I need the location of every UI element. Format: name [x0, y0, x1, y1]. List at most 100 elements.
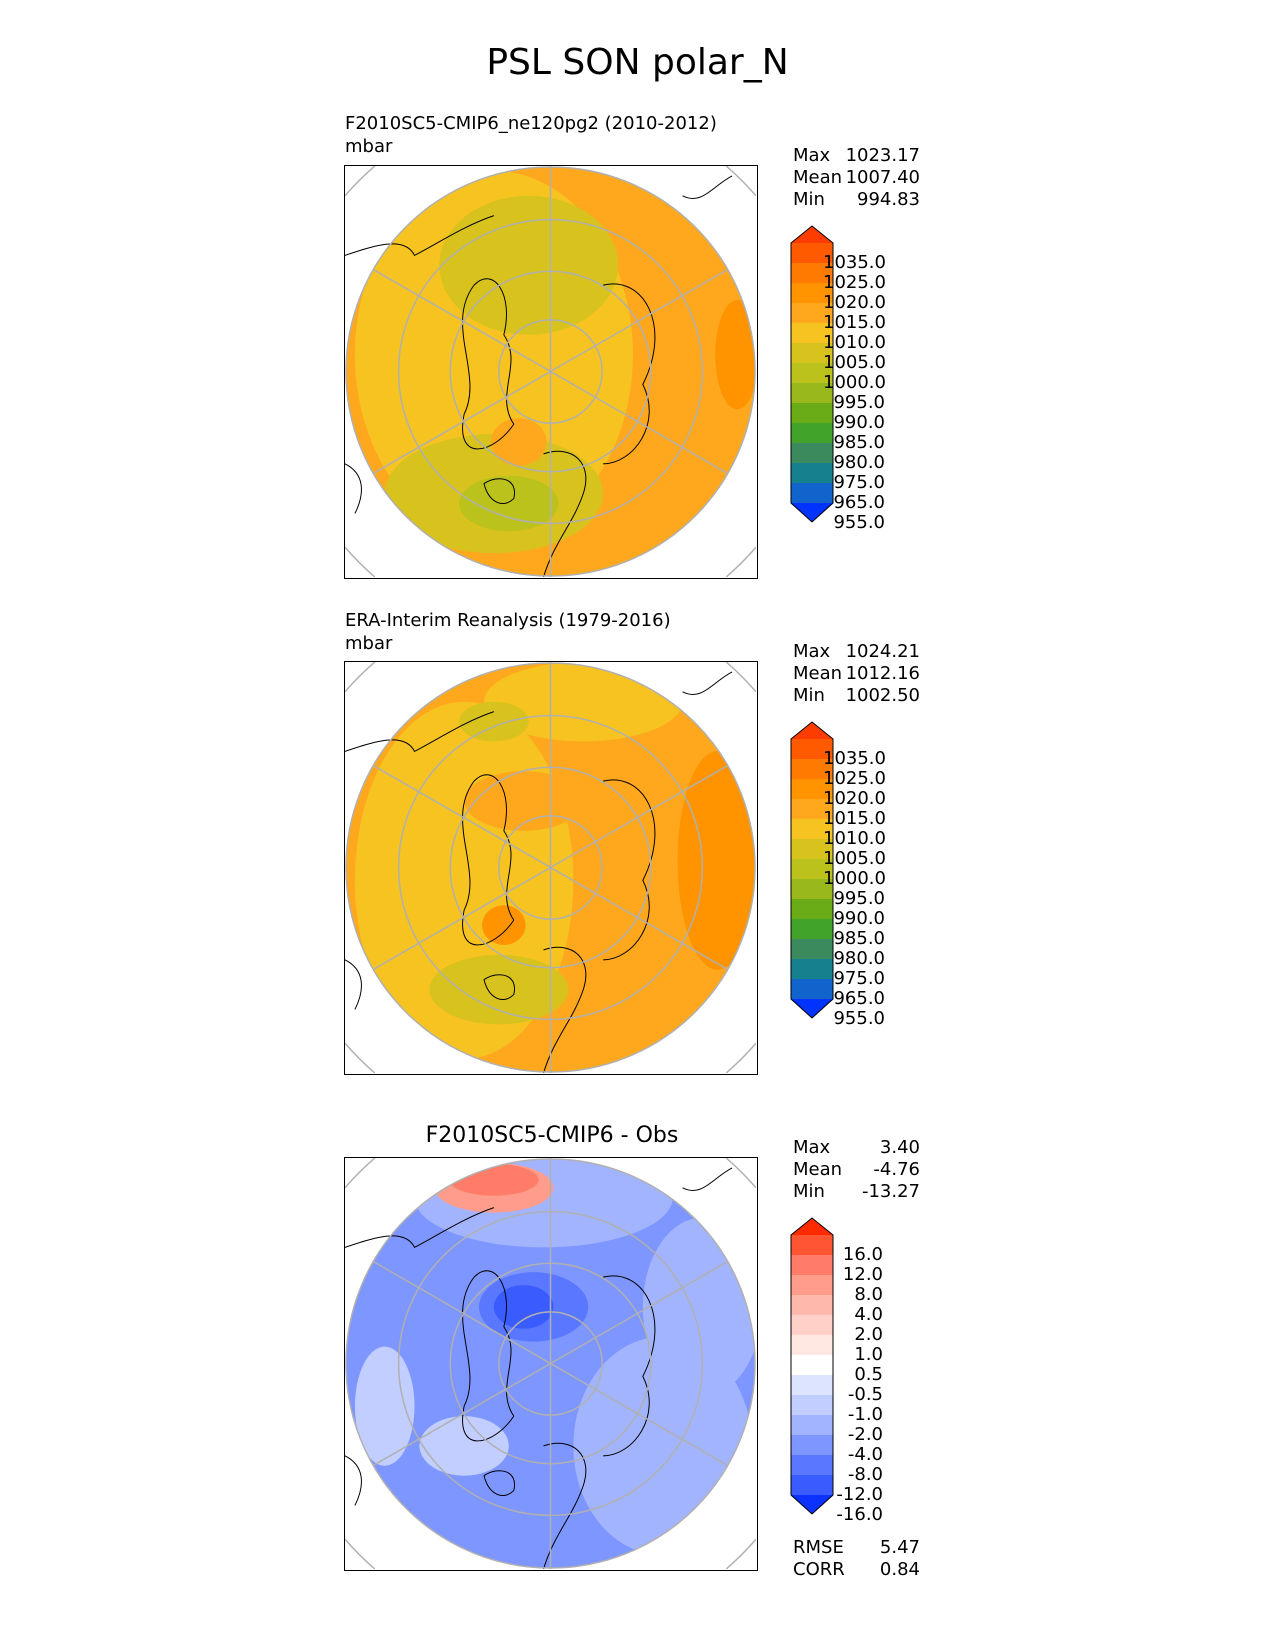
colorbar-tick-label: 975.0 — [833, 968, 885, 989]
colorbar-segment — [791, 323, 833, 344]
colorbar-segment — [791, 463, 833, 484]
diff-coastlines — [345, 1167, 733, 1569]
mean-value: 1007.40 — [845, 167, 920, 188]
diff-map — [344, 1157, 758, 1571]
colorbar-tick-label: 1005.0 — [823, 352, 886, 373]
colorbar-tick-label: -4.0 — [847, 1444, 883, 1465]
colorbar-tick-label: 1020.0 — [823, 292, 886, 313]
colorbar-tick-label: 1005.0 — [823, 848, 886, 869]
colorbar-tick-label: 4.0 — [854, 1304, 883, 1325]
colorbar-segment — [791, 979, 833, 1000]
colorbar-tick-label: 1025.0 — [823, 272, 886, 293]
colorbar-tick-label: 1010.0 — [823, 332, 886, 353]
colorbar-outline — [790, 721, 834, 1019]
colorbar-tick-label: 955.0 — [833, 1008, 885, 1029]
colorbar-tick-label: 985.0 — [833, 928, 885, 949]
colorbar-tick-label: 975.0 — [833, 472, 885, 493]
diff-title: F2010SC5-CMIP6 - Obs — [425, 1123, 679, 1148]
colorbar-segment — [791, 1435, 833, 1456]
rmse-value: 5.47 — [879, 1537, 920, 1558]
colorbar-segment — [791, 443, 833, 464]
colorbar-tick-label: 1.0 — [854, 1344, 883, 1365]
colorbar-tick-label: 1020.0 — [823, 788, 886, 809]
colorbar-segment — [791, 283, 833, 304]
ref-colorbar — [790, 721, 834, 1019]
colorbar-tick-label: 995.0 — [833, 888, 885, 909]
colorbar-segment — [791, 1315, 833, 1336]
test-colorbar — [790, 225, 834, 523]
colorbar-segment — [791, 919, 833, 940]
test-units: mbar — [345, 136, 393, 157]
colorbar-segment — [791, 383, 833, 404]
colorbar-outline — [790, 225, 834, 523]
diff-metrics: RMSE 5.47 CORR 0.84 — [793, 1537, 920, 1581]
colorbar-tick-label: -2.0 — [847, 1424, 883, 1445]
colorbar-segment — [791, 819, 833, 840]
colorbar-segment — [791, 483, 833, 504]
figure-title: PSL SON polar_N — [486, 42, 789, 83]
colorbar-tick-label: 16.0 — [842, 1244, 883, 1265]
colorbar-tick-label: 0.5 — [854, 1364, 883, 1385]
colorbar-extend-max — [791, 226, 833, 243]
mean-label: Mean — [793, 663, 843, 684]
test-stats: Max 1023.17 Mean 1007.40 Min 994.83 — [793, 145, 920, 211]
min-value: -13.27 — [861, 1181, 920, 1202]
colorbar-tick-label: 1000.0 — [823, 372, 886, 393]
colorbar-tick-label: 990.0 — [833, 412, 885, 433]
colorbar-tick-label: -1.0 — [847, 1404, 883, 1425]
colorbar-segment — [791, 403, 833, 424]
min-value: 994.83 — [857, 189, 920, 210]
max-value: 1023.17 — [845, 145, 920, 166]
colorbar-tick-label: -8.0 — [847, 1464, 883, 1485]
min-label: Min — [793, 685, 825, 706]
colorbar-tick-label: 12.0 — [842, 1264, 883, 1285]
rmse-label: RMSE — [793, 1537, 844, 1558]
colorbar-segment — [791, 739, 833, 760]
colorbar-tick-label: 1000.0 — [823, 868, 886, 889]
colorbar-segment — [791, 343, 833, 364]
colorbar-tick-label: 995.0 — [833, 392, 885, 413]
colorbar-segment — [791, 423, 833, 444]
min-value: 1002.50 — [845, 685, 920, 706]
colorbar-segment — [791, 363, 833, 384]
colorbar-segment — [791, 1335, 833, 1356]
colorbar-segment — [791, 1235, 833, 1256]
max-label: Max — [793, 145, 831, 166]
colorbar-tick-label: -0.5 — [847, 1384, 883, 1405]
test-graticule — [345, 166, 756, 577]
ref-map — [344, 661, 758, 1075]
diff-stats: Max 3.40 Mean -4.76 Min -13.27 — [793, 1137, 920, 1203]
colorbar-segment — [791, 1395, 833, 1416]
min-label: Min — [793, 1181, 825, 1202]
colorbar-tick-label: 985.0 — [833, 432, 885, 453]
colorbar-segment — [791, 859, 833, 880]
colorbar-segment — [791, 959, 833, 980]
colorbar-tick-label: 965.0 — [833, 492, 885, 513]
colorbar-segment — [791, 1475, 833, 1496]
colorbar-segment — [791, 939, 833, 960]
mean-label: Mean — [793, 1159, 843, 1180]
min-label: Min — [793, 189, 825, 210]
mean-value: 1012.16 — [845, 663, 920, 684]
test-coastlines — [345, 175, 733, 577]
test-map — [344, 165, 758, 579]
diff-colorbar — [790, 1217, 834, 1515]
colorbar-segment — [791, 1375, 833, 1396]
ref-title: ERA-Interim Reanalysis (1979-2016) — [345, 610, 671, 631]
colorbar-segment — [791, 799, 833, 820]
colorbar-extend-min — [791, 999, 833, 1018]
colorbar-tick-label: 1015.0 — [823, 808, 886, 829]
colorbar-tick-label: 1025.0 — [823, 768, 886, 789]
ref-units: mbar — [345, 633, 393, 654]
colorbar-tick-label: 1035.0 — [823, 748, 886, 769]
colorbar-tick-label: 8.0 — [854, 1284, 883, 1305]
colorbar-tick-label: 1015.0 — [823, 312, 886, 333]
mean-label: Mean — [793, 167, 843, 188]
test-title: F2010SC5-CMIP6_ne120pg2 (2010-2012) — [345, 113, 717, 134]
max-value: 3.40 — [879, 1137, 920, 1158]
colorbar-segment — [791, 243, 833, 264]
max-label: Max — [793, 641, 831, 662]
colorbar-tick-label: -16.0 — [836, 1504, 883, 1525]
max-value: 1024.21 — [845, 641, 920, 662]
colorbar-extend-min — [791, 1495, 833, 1514]
